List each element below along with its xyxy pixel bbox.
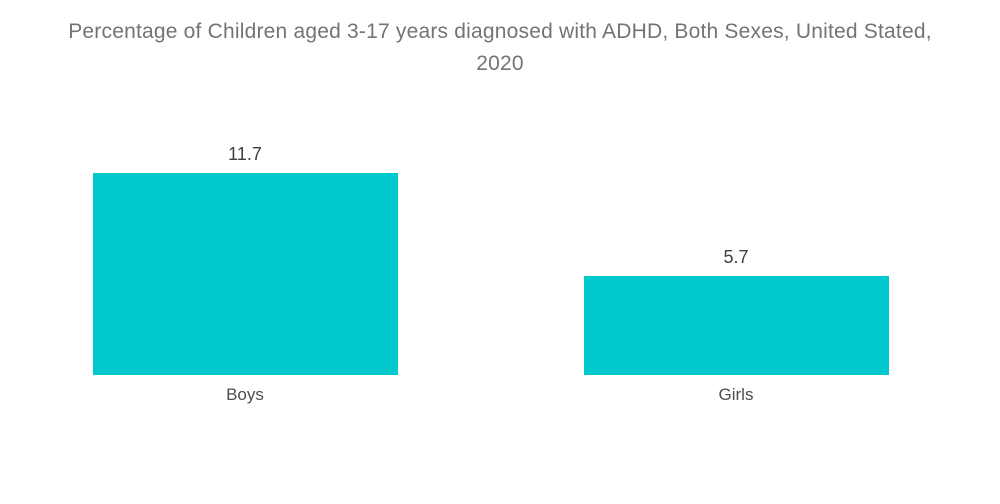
chart-title-line1: Percentage of Children aged 3-17 years d… bbox=[68, 20, 932, 43]
bar-boys bbox=[92, 172, 398, 375]
bar-value-label-boys: 11.7 bbox=[228, 143, 262, 164]
chart-title-line2: 2020 bbox=[476, 52, 524, 75]
category-label-boys: Boys bbox=[226, 385, 264, 404]
bar-group-girls: 5.7 Girls bbox=[583, 0, 889, 504]
bar-girls bbox=[583, 276, 889, 375]
category-label-girls: Girls bbox=[718, 385, 754, 404]
bar-group-boys: 11.7 Boys bbox=[92, 0, 398, 504]
chart-title: Percentage of Children aged 3-17 years d… bbox=[20, 16, 980, 80]
bar-value-label-girls: 5.7 bbox=[723, 247, 749, 268]
